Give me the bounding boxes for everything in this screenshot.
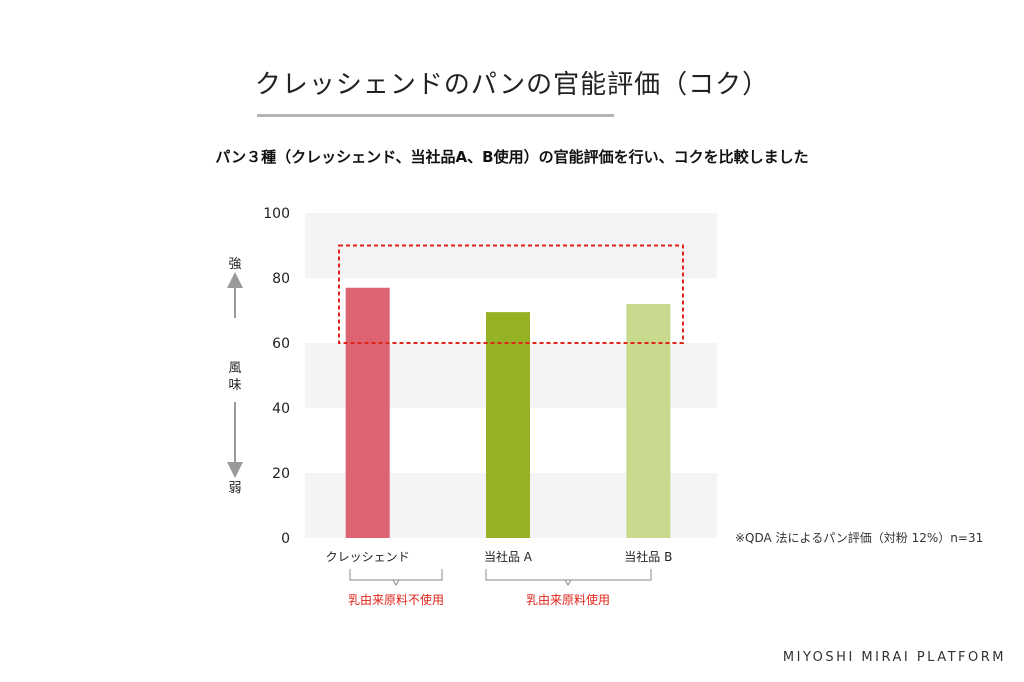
- bar: [626, 304, 671, 538]
- page-subtitle: パン３種（クレッシェンド、当社品A、B使用）の官能評価を行い、コクを比較しました: [215, 148, 809, 166]
- page-title: クレッシェンドのパンの官能評価（コク）: [254, 70, 770, 100]
- y-tick-label: 60: [272, 336, 290, 352]
- y-tick-label: 0: [281, 531, 290, 547]
- y-tick-label: 20: [272, 466, 290, 482]
- bracket-notch: [392, 579, 400, 586]
- y-tick-label: 80: [272, 271, 290, 287]
- brand-name: MIYOSHI MIRAI PLATFORM: [782, 650, 1006, 665]
- group-bracket-non-dairy: [349, 569, 443, 581]
- bar: [486, 312, 530, 538]
- category-label: 当社品 B: [624, 549, 672, 564]
- category-label: 当社品 A: [484, 549, 533, 564]
- y-label-weak: 弱: [228, 481, 241, 496]
- group-bracket-dairy: [485, 569, 652, 581]
- bar: [345, 287, 390, 538]
- y-label-strong: 強: [228, 257, 241, 272]
- bracket-notch: [564, 579, 572, 586]
- y-tick-label: 40: [272, 401, 290, 417]
- highlight-box: [338, 244, 684, 344]
- y-label-flavor-1: 風: [228, 361, 241, 376]
- title-underline: [257, 114, 614, 117]
- group-label-dairy: 乳由来原料使用: [526, 592, 610, 607]
- y-tick-label: 100: [263, 206, 290, 222]
- y-label-flavor-2: 味: [228, 378, 241, 393]
- group-label-non-dairy: 乳由来原料不使用: [348, 592, 444, 607]
- category-label: クレッシェンド: [326, 550, 410, 564]
- method-note: ※QDA 法によるパン評価（対粉 12%）n=31: [735, 531, 984, 545]
